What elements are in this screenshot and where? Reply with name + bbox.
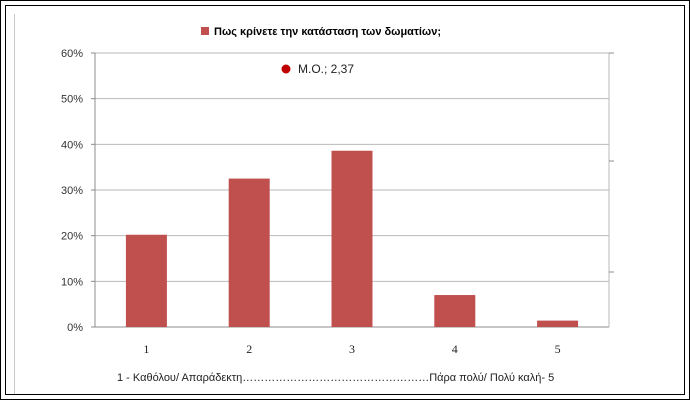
x-tick-label: 5 xyxy=(555,342,561,356)
x-tick-label: 4 xyxy=(452,342,458,356)
bar-5 xyxy=(537,320,579,327)
mean-marker xyxy=(281,64,291,74)
x-tick-label: 3 xyxy=(349,342,355,356)
legend-swatch xyxy=(201,27,209,35)
mean-annotation: Μ.Ο.; 2,37 xyxy=(281,62,354,76)
y-tick-label: 40% xyxy=(61,139,83,151)
inner-frame xyxy=(5,5,685,395)
bar-chart: Πως κρίνετε την κατάσταση των δωματίων; … xyxy=(61,26,614,384)
y-tick-label: 0% xyxy=(67,322,83,334)
mean-label: Μ.Ο.; 2,37 xyxy=(298,62,354,76)
scale-caption: 1 - Καθόλου/ Απαράδεκτη……………………………………………… xyxy=(117,372,554,384)
chart-panel: Πως κρίνετε την κατάσταση των δωματίων; … xyxy=(14,14,674,394)
chart-title: Πως κρίνετε την κατάσταση των δωματίων; xyxy=(214,26,441,38)
y-tick-label: 10% xyxy=(61,276,83,288)
y-tick-label: 50% xyxy=(61,94,83,106)
y-tick-label: 60% xyxy=(61,48,83,60)
y-tick-label: 30% xyxy=(61,185,83,197)
bars xyxy=(125,150,579,327)
x-tick-label: 1 xyxy=(143,342,149,356)
y-tick-label: 20% xyxy=(61,231,83,243)
bar-1 xyxy=(125,234,167,327)
bar-4 xyxy=(434,295,476,327)
x-axis-ticks: 1 2 3 4 5 xyxy=(143,342,560,356)
x-tick-label: 2 xyxy=(246,342,252,356)
y-axis-ticks: 0% 10% 20% 30% 40% 50% 60% xyxy=(61,48,95,334)
chart-legend: Πως κρίνετε την κατάσταση των δωματίων; xyxy=(201,26,441,38)
bar-3 xyxy=(331,150,373,327)
bar-2 xyxy=(228,178,270,327)
